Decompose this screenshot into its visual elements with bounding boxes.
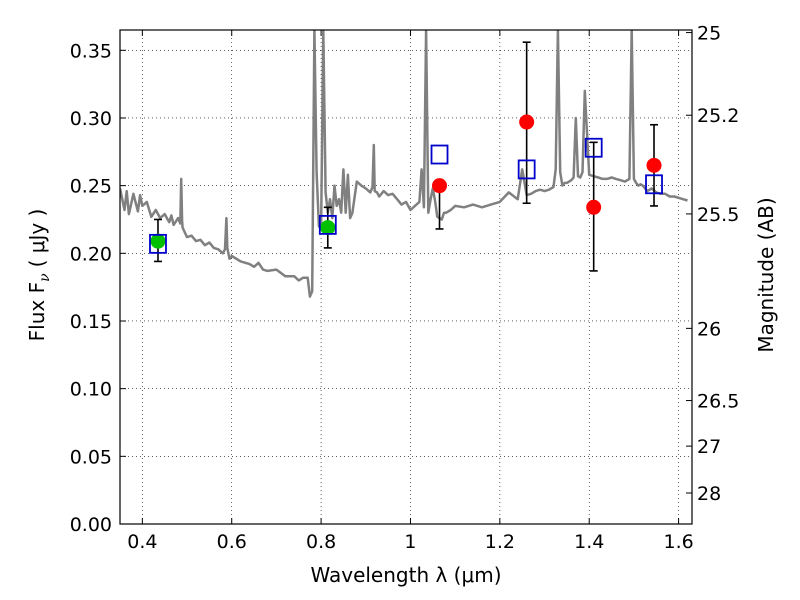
y-tick-label: 0.15 xyxy=(70,311,112,333)
model-spectrum-line xyxy=(120,30,688,298)
magnitude-tick-label: 25.5 xyxy=(697,204,739,226)
model-box xyxy=(318,214,337,235)
magnitude-tick-label: 25 xyxy=(697,23,721,45)
x-tick-label: 1 xyxy=(404,531,416,553)
model-box xyxy=(430,144,449,165)
observed-point xyxy=(586,199,602,215)
right-axis-label: Magnitude (AB) xyxy=(754,197,778,352)
observed-point xyxy=(150,233,166,249)
model-box xyxy=(149,233,167,254)
x-tick-label: 0.4 xyxy=(127,531,157,553)
y-tick-label: 0.10 xyxy=(70,379,112,401)
y-tick-label: 0.30 xyxy=(70,108,112,130)
x-tick-label: 1.6 xyxy=(663,531,693,553)
x-tick-label: 1.2 xyxy=(485,531,515,553)
magnitude-tick-label: 28 xyxy=(697,483,721,505)
y-axis-label-unit: ( μJy ) xyxy=(25,209,49,268)
magnitude-tick-label: 26 xyxy=(697,318,721,340)
observed-points xyxy=(150,114,662,249)
model-spectrum xyxy=(120,30,688,298)
observed-point xyxy=(646,157,662,173)
observed-point xyxy=(320,220,336,236)
y-tick-label: 0.05 xyxy=(70,446,112,468)
magnitude-tick-label: 26.5 xyxy=(697,391,739,413)
y-tick-label: 0.20 xyxy=(70,243,112,265)
x-axis-label: Wavelength λ (μm) xyxy=(310,563,501,587)
svg-text:Flux Fν( μJy ): Flux Fν ( μJy ) xyxy=(25,209,53,342)
y-axis-label: Flux Fν ( μJy ) xyxy=(25,209,53,342)
observed-point xyxy=(519,114,535,130)
magnitude-tick-label: 25.2 xyxy=(697,105,739,127)
model-box xyxy=(645,174,663,195)
model-box xyxy=(517,159,536,180)
model-photometry-boxes xyxy=(149,137,663,254)
magnitude-tick-labels: 25 25.2 25.5 26 26.5 27 28 xyxy=(697,23,739,505)
y-axis-label-main: Flux F xyxy=(25,282,49,341)
x-tick-label: 0.8 xyxy=(306,531,336,553)
model-box xyxy=(584,137,603,158)
grid xyxy=(120,30,692,525)
observed-point xyxy=(432,178,448,194)
y-tick-label: 0.00 xyxy=(70,514,112,536)
magnitude-tick-label: 27 xyxy=(697,436,721,458)
y-tick-label: 0.35 xyxy=(70,40,112,62)
y-axis-label-sub: ν xyxy=(37,273,53,282)
y-tick-label: 0.25 xyxy=(70,176,112,198)
x-tick-label: 0.6 xyxy=(217,531,247,553)
x-tick-label: 1.4 xyxy=(574,531,604,553)
x-tick-labels: 0.4 0.6 0.8 1 1.2 1.4 1.6 xyxy=(127,531,693,553)
plot-frame xyxy=(119,29,693,525)
y-tick-labels: 0.00 0.05 0.10 0.15 0.20 0.25 0.30 0.35 xyxy=(70,40,112,536)
axis-ticks xyxy=(120,30,692,525)
